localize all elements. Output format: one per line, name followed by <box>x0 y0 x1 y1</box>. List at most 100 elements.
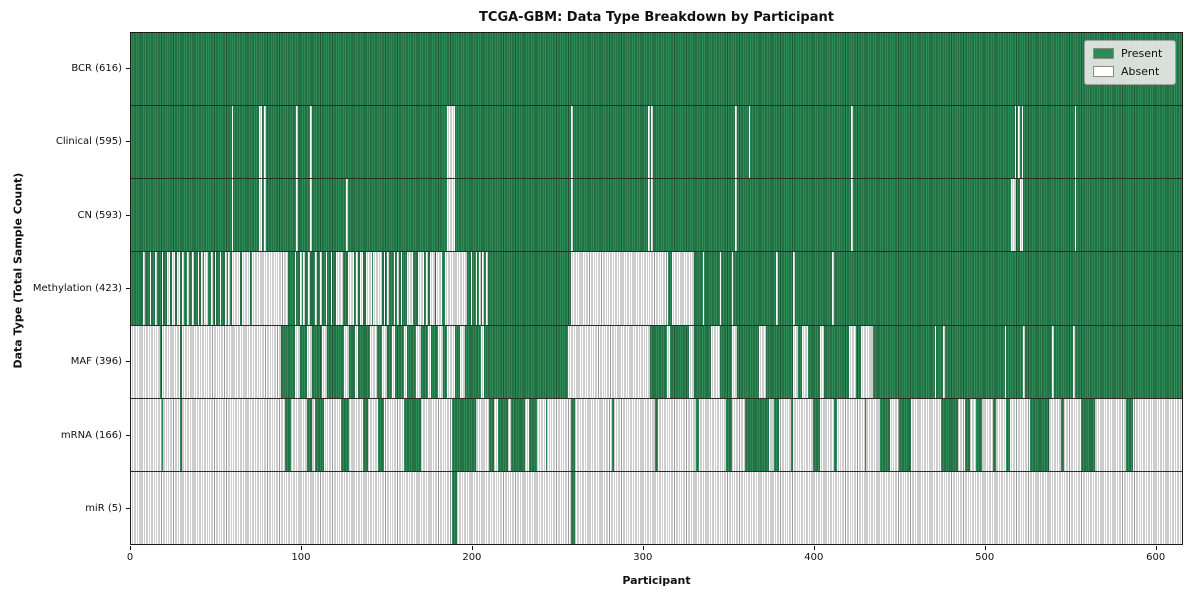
y-tick-text: BCR (616) <box>71 63 122 75</box>
heatmap-segment-absent <box>231 179 234 252</box>
y-tick-labels: BCR (616) Clinical (595) CN (593) Methylati… <box>0 32 130 545</box>
heatmap-segment-absent <box>171 252 176 325</box>
y-tick-mark <box>126 214 130 216</box>
heatmap-segment-present <box>306 398 312 471</box>
heatmap-segment-absent <box>801 325 809 398</box>
heatmap-segment-present <box>833 398 838 471</box>
heatmap-segment-present <box>451 398 476 471</box>
heatmap-segment-present <box>695 398 700 471</box>
heatmap-segment-absent <box>943 325 945 398</box>
y-tick-text: MAF (396) <box>70 356 122 368</box>
heatmap-segment-absent <box>308 252 311 325</box>
heatmap-segment-absent <box>647 179 650 252</box>
legend-entry-present: Present <box>1093 47 1167 60</box>
x-axis-label: Participant <box>622 574 691 587</box>
heatmap-segment-present <box>813 398 821 471</box>
heatmap-segment-present <box>941 398 959 471</box>
heatmap-segment-absent <box>1019 179 1024 252</box>
x-tick-mark <box>642 546 644 550</box>
heatmap-segment-absent <box>571 106 573 179</box>
heatmap-segment-absent <box>344 325 350 398</box>
heatmap-segment-absent <box>310 179 312 252</box>
heatmap-segment-absent <box>161 252 164 325</box>
heatmap-segment-absent <box>688 325 695 398</box>
heatmap-segment-absent <box>322 325 328 398</box>
heatmap-segment-absent <box>224 252 227 325</box>
heatmap-segment-absent <box>446 179 456 252</box>
x-tick-mark <box>471 546 473 550</box>
heatmap-segment-present <box>451 471 457 544</box>
y-tick-mark <box>126 68 130 70</box>
y-tick-mark <box>126 287 130 289</box>
heatmap-segment-absent <box>219 252 222 325</box>
heatmap-segment-present <box>340 398 350 471</box>
heatmap-segment-absent <box>211 252 213 325</box>
heatmap-segment-absent <box>397 252 399 325</box>
heatmap-segment-present <box>315 398 324 471</box>
x-tick-mark <box>984 546 986 550</box>
y-tick-mark <box>126 141 130 143</box>
heatmap-segment-absent <box>373 252 382 325</box>
x-tick-label: 0 <box>126 552 134 563</box>
heatmap-segment-absent <box>228 252 230 325</box>
heatmap-segment-absent <box>438 325 444 398</box>
heatmap-segment-absent <box>197 252 200 325</box>
y-tick-label-bcr: BCR (616) <box>0 32 130 105</box>
heatmap-segment-absent <box>335 252 343 325</box>
heatmap-row-mrna <box>131 398 1182 472</box>
heatmap-segment-absent <box>359 252 364 325</box>
chart-title: TCGA-GBM: Data Type Breakdown by Partici… <box>479 10 834 25</box>
heatmap-segment-present <box>571 471 575 544</box>
heatmap-segment-absent <box>204 252 208 325</box>
heatmap-segment-absent <box>861 325 874 398</box>
heatmap-segment-absent <box>187 252 189 325</box>
heatmap-segment-present <box>161 398 164 471</box>
heatmap-segment-absent <box>417 252 425 325</box>
heatmap-segment-absent <box>306 325 312 398</box>
heatmap-segment-absent <box>142 252 145 325</box>
heatmap-segment-present <box>363 398 369 471</box>
heatmap-segment-absent <box>851 106 853 179</box>
heatmap-segment-present <box>791 398 793 471</box>
heatmap-segment-absent <box>1021 106 1024 179</box>
plot-area <box>130 32 1183 545</box>
y-tick-text: Methylation (423) <box>32 282 122 294</box>
heatmap-segment-absent <box>446 106 456 179</box>
heatmap-segment-absent <box>647 106 650 179</box>
x-tick-mark <box>1155 546 1157 550</box>
legend-label-absent: Absent <box>1121 65 1160 78</box>
heatmap-segment-absent <box>264 179 266 252</box>
heatmap-segment-absent <box>792 325 799 398</box>
heatmap-segment-present <box>774 398 780 471</box>
heatmap-segment-absent <box>1004 325 1007 398</box>
heatmap-segment-absent <box>315 252 317 325</box>
heatmap-segment-absent <box>386 252 389 325</box>
heatmap-segment-absent <box>571 179 573 252</box>
heatmap-segment-absent <box>131 325 160 398</box>
heatmap-segment-absent <box>446 325 456 398</box>
y-tick-text: Clinical (595) <box>55 136 122 148</box>
heatmap-segment-absent <box>436 252 442 325</box>
x-tick-mark <box>130 546 131 550</box>
y-tick-text: CN (593) <box>77 209 122 221</box>
heatmap-segment-absent <box>182 252 184 325</box>
heatmap-segment-absent <box>758 325 766 398</box>
heatmap-segment-present <box>571 398 575 471</box>
heatmap-segment-absent <box>651 106 654 179</box>
heatmap-row-clinical <box>131 106 1182 180</box>
heatmap-segment-absent <box>264 106 266 179</box>
heatmap-segment-absent <box>347 252 355 325</box>
heatmap-segment-absent <box>429 252 435 325</box>
heatmap-segment-absent <box>182 325 282 398</box>
heatmap-segment-absent <box>731 325 737 398</box>
heatmap-segment-present <box>511 398 526 471</box>
heatmap-segment-absent <box>671 252 695 325</box>
heatmap-segment-absent <box>252 252 288 325</box>
x-axis: 0 100 200 300 400 500 600 <box>126 545 1183 575</box>
heatmap-segment-absent <box>392 325 396 398</box>
heatmap-segment-absent <box>407 252 413 325</box>
x-tick-label: 400 <box>804 552 824 563</box>
x-tick-label: 300 <box>633 552 653 563</box>
heatmap-row-cn <box>131 179 1182 253</box>
heatmap-segment-absent <box>475 252 478 325</box>
